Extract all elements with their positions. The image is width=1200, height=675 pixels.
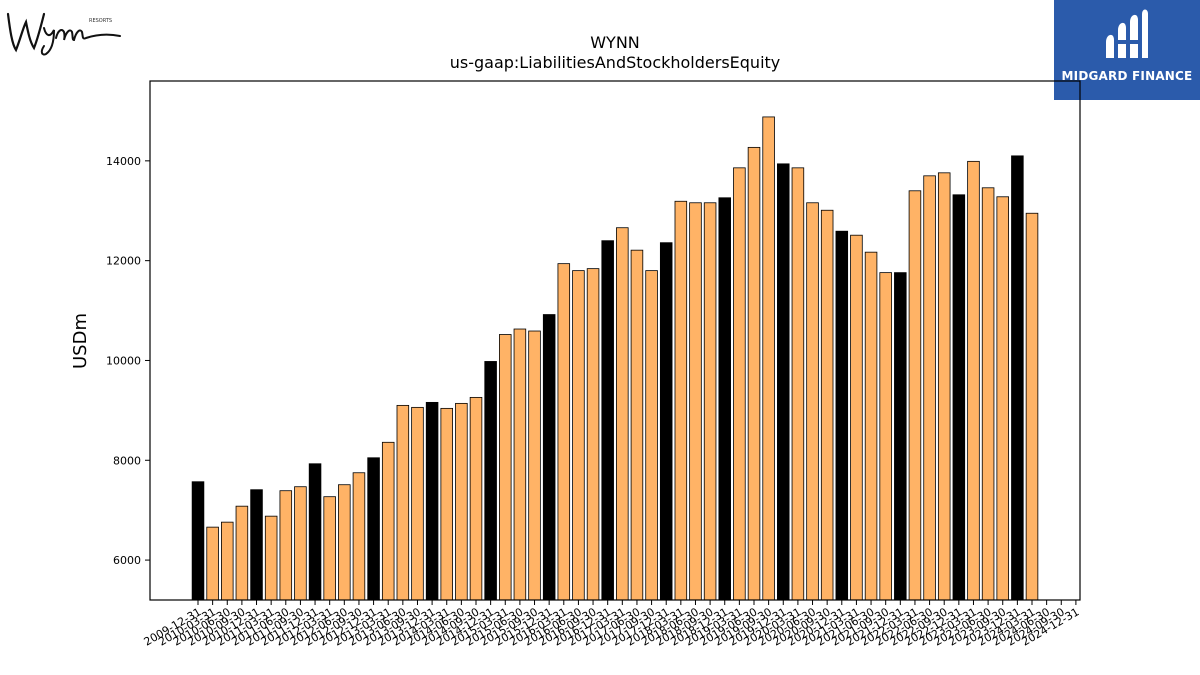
bar-2014-09-30 (469, 396, 483, 601)
bar-2020-06-30 (806, 202, 819, 601)
bar-2010-09-30 (235, 505, 249, 601)
bar-2018-03-31 (674, 200, 688, 601)
y-tick-label-10000: 10000 (106, 354, 141, 367)
plot-frame (149, 80, 1081, 601)
bar-2017-12-31 (659, 242, 673, 601)
bar-2018-12-31 (718, 197, 731, 601)
bar-2011-03-31 (264, 515, 278, 601)
bar-2023-12-31 (1011, 155, 1024, 601)
bar-2023-06-30 (981, 187, 995, 601)
bar-2013-03-31 (381, 441, 395, 601)
bar-2020-03-31 (791, 167, 805, 601)
y-tick-label-8000: 8000 (113, 454, 141, 467)
bar-2013-09-30 (411, 406, 424, 601)
bar-2010-06-30 (221, 521, 234, 601)
bar-2011-06-30 (279, 490, 293, 601)
bar-2020-12-31 (835, 230, 849, 601)
bar-2016-09-30 (586, 268, 600, 601)
bar-2021-12-31 (894, 272, 907, 601)
bar-2019-09-30 (762, 116, 775, 601)
bar-2024-03-31 (1025, 212, 1039, 601)
bar-2015-09-30 (528, 330, 541, 601)
bar-2016-12-31 (601, 240, 614, 601)
bar-2022-09-30 (937, 172, 951, 601)
bar-2016-03-31 (557, 263, 571, 601)
bar-2013-06-30 (396, 404, 410, 601)
y-tick-label-12000: 12000 (106, 255, 141, 268)
bar-2021-09-30 (879, 272, 892, 601)
wynn-logo-sub: RESORTS (89, 18, 112, 24)
midgard-mark-icon (1106, 9, 1148, 58)
y-axis: 6000 8000 10000 12000 14000 (106, 155, 150, 567)
bar-2016-06-30 (572, 270, 585, 601)
bar-2015-03-31 (499, 334, 512, 601)
wynn-logo: RESORTS (6, 12, 121, 56)
y-tick-label-14000: 14000 (106, 155, 141, 168)
bar-2018-09-30 (703, 202, 717, 601)
bar-2010-12-31 (250, 489, 263, 601)
bar-2019-06-30 (747, 146, 761, 601)
bar-2014-03-31 (440, 407, 453, 601)
bar-2018-06-30 (689, 202, 702, 601)
bar-2013-12-31 (425, 401, 439, 601)
bar-2023-03-31 (967, 160, 980, 601)
x-axis: 2009-12-312010-03-312010-06-302010-09-30… (142, 600, 1081, 649)
bar-2022-12-31 (952, 194, 966, 601)
bar-2012-09-30 (352, 472, 366, 601)
chart-title: WYNN (590, 33, 640, 52)
midgard-finance-label: MIDGARD FINANCE (1061, 69, 1193, 83)
bar-2010-03-31 (206, 526, 219, 601)
y-tick-label-6000: 6000 (113, 554, 141, 567)
bar-2017-03-31 (616, 227, 629, 601)
bar-2015-12-31 (542, 314, 556, 601)
bar-2020-09-30 (820, 209, 834, 601)
bars-group (191, 116, 1039, 601)
bar-2019-12-31 (777, 163, 790, 601)
bar-2012-03-31 (323, 496, 336, 601)
bar-2022-06-30 (923, 175, 936, 601)
bar-2011-12-31 (308, 463, 322, 601)
bar-2017-06-30 (630, 249, 644, 601)
bar-2015-06-30 (513, 328, 527, 601)
midgard-finance-logo: MIDGARD FINANCE (1054, 0, 1200, 100)
bar-2019-03-31 (733, 167, 746, 601)
bar-2021-06-30 (864, 251, 878, 601)
bar-2014-06-30 (455, 402, 468, 601)
bar-2009-12-31 (191, 481, 205, 601)
bar-2014-12-31 (484, 361, 497, 601)
bar-2012-12-31 (367, 457, 380, 601)
y-axis-label: USDm (70, 313, 91, 369)
bar-2022-03-31 (908, 190, 922, 601)
bar-2021-03-31 (850, 234, 863, 601)
bar-2017-09-30 (645, 270, 658, 601)
chart-subtitle: us-gaap:LiabilitiesAndStockholdersEquity (450, 53, 781, 72)
bar-2023-09-30 (996, 196, 1009, 601)
bar-2012-06-30 (338, 484, 351, 601)
bar-2011-09-30 (294, 486, 307, 601)
